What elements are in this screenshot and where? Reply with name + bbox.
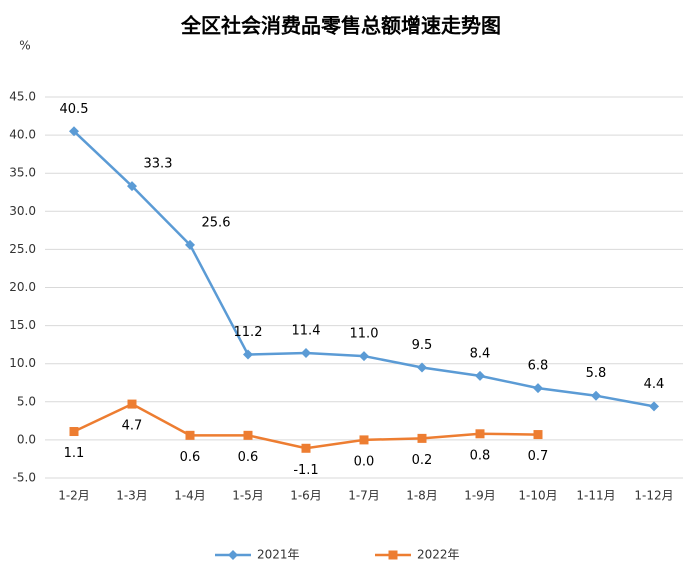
x-tick-label: 1-6月: [290, 489, 322, 503]
series-line: [73, 402, 539, 450]
data-point: [69, 126, 79, 137]
data-label: 0.6: [180, 450, 201, 465]
data-label: 0.6: [238, 450, 259, 465]
x-tick-label: 1-4月: [174, 489, 206, 503]
data-label: 5.8: [586, 366, 607, 381]
y-tick-label: 40.0: [9, 128, 36, 142]
data-label: 25.6: [202, 215, 231, 230]
data-point: [649, 401, 659, 412]
legend-marker: [388, 550, 398, 560]
data-label: 0.7: [528, 449, 549, 464]
data-point: [185, 430, 195, 440]
data-point: [359, 435, 369, 445]
y-tick-label: 25.0: [9, 242, 36, 256]
data-point: [127, 399, 137, 409]
data-point: [417, 433, 427, 443]
series-line: [73, 130, 655, 408]
data-label: 33.3: [144, 157, 173, 172]
data-label: 11.2: [234, 325, 263, 340]
data-label: 4.4: [644, 377, 665, 392]
data-point: [417, 362, 427, 373]
x-tick-label: 1-5月: [232, 489, 264, 503]
data-label: 4.7: [122, 419, 143, 434]
y-tick-label: 15.0: [9, 318, 36, 332]
data-point: [243, 349, 253, 360]
data-point: [533, 430, 543, 440]
data-point: [301, 348, 311, 359]
x-tick-label: 1-12月: [634, 489, 673, 503]
y-tick-label: 45.0: [9, 90, 36, 104]
data-point: [243, 430, 253, 440]
y-tick-label: 20.0: [9, 280, 36, 294]
x-tick-label: 1-9月: [464, 489, 496, 503]
data-label: 0.2: [412, 453, 433, 468]
x-tick-label: 1-10月: [518, 489, 557, 503]
data-label: -1.1: [293, 463, 318, 478]
data-point: [359, 351, 369, 362]
data-point: [69, 427, 79, 437]
data-point: [185, 239, 195, 250]
x-tick-label: 1-8月: [406, 489, 438, 503]
x-tick-label: 1-7月: [348, 489, 380, 503]
x-tick-label: 1-3月: [116, 489, 148, 503]
legend-label: 2022年: [417, 548, 460, 562]
data-label: 0.0: [354, 454, 375, 469]
data-point: [127, 181, 137, 192]
legend-label: 2021年: [257, 548, 300, 562]
data-label: 9.5: [412, 338, 433, 353]
y-unit: %: [19, 39, 30, 53]
data-label: 11.0: [350, 327, 379, 342]
data-label: 40.5: [60, 102, 89, 117]
data-point: [591, 390, 601, 401]
data-point: [475, 429, 485, 439]
data-label: 0.8: [470, 448, 491, 463]
data-point: [301, 443, 311, 453]
data-label: 8.4: [470, 346, 491, 361]
y-tick-label: 30.0: [9, 204, 36, 218]
data-point: [475, 370, 485, 381]
data-point: [533, 383, 543, 394]
legend-marker: [228, 550, 238, 560]
y-tick-label: 0.0: [17, 432, 36, 446]
y-tick-label: -5.0: [13, 471, 36, 485]
data-label: 1.1: [64, 446, 85, 461]
data-label: 11.4: [292, 324, 321, 339]
y-tick-label: 5.0: [17, 394, 36, 408]
chart-title: 全区社会消费品零售总额增速走势图: [180, 14, 501, 38]
x-tick-label: 1-11月: [576, 489, 615, 503]
y-tick-label: 10.0: [9, 356, 36, 370]
y-tick-label: 35.0: [9, 166, 36, 180]
x-tick-label: 1-2月: [58, 489, 90, 503]
data-label: 6.8: [528, 359, 549, 374]
